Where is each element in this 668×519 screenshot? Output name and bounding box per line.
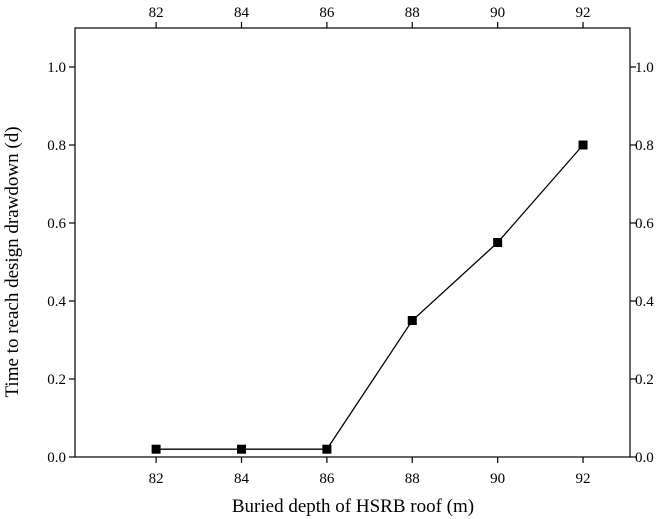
y-right-tick-label: 1.0 [635, 60, 654, 76]
data-point [151, 444, 161, 454]
x-axis-title: Buried depth of HSRB roof (m) [232, 496, 474, 517]
y-tick-label: 0.4 [47, 294, 66, 310]
x-top-tick-label: 86 [319, 5, 335, 21]
y-right-tick-label: 0.0 [635, 450, 654, 466]
y-right-tick-label: 0.2 [635, 372, 654, 388]
data-point [322, 444, 332, 454]
data-point [578, 140, 588, 150]
x-top-tick-label: 84 [234, 5, 250, 21]
data-point [493, 238, 503, 247]
y-axis-title: Time to reach design drawdown (d) [2, 126, 23, 397]
x-tick-label: 86 [319, 471, 335, 487]
y-right-tick-label: 0.8 [635, 138, 654, 154]
y-right-tick-label: 0.6 [635, 216, 654, 232]
y-tick-label: 1.0 [47, 60, 66, 76]
y-right-tick-label: 0.4 [635, 294, 654, 310]
x-tick-label: 84 [234, 471, 250, 487]
x-top-tick-label: 82 [149, 5, 164, 21]
plot-frame [74, 27, 631, 458]
data-point [407, 316, 417, 325]
y-tick-label: 0.0 [47, 450, 66, 466]
tick-labels: 82 82 84 84 86 86 88 88 90 90 92 92 0.0 0.0 0.2 0.2 0.4 0… [47, 5, 654, 487]
x-tick-label: 92 [576, 471, 591, 487]
y-tick-label: 0.6 [47, 216, 66, 232]
x-top-tick-label: 90 [490, 5, 505, 21]
series-line [156, 144, 584, 450]
tick-marks [69, 22, 636, 463]
data-point [237, 444, 246, 454]
x-tick-label: 82 [149, 471, 164, 487]
x-tick-label: 90 [490, 471, 505, 487]
data-points [151, 140, 588, 454]
x-top-tick-label: 92 [576, 5, 591, 21]
y-tick-label: 0.2 [47, 372, 66, 388]
x-tick-label: 88 [405, 471, 420, 487]
x-top-tick-label: 88 [405, 5, 420, 21]
y-tick-label: 0.8 [47, 138, 66, 154]
